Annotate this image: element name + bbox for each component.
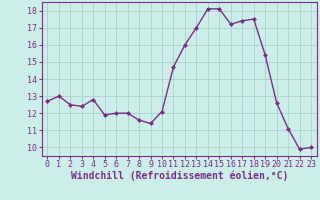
X-axis label: Windchill (Refroidissement éolien,°C): Windchill (Refroidissement éolien,°C) [70, 171, 288, 181]
